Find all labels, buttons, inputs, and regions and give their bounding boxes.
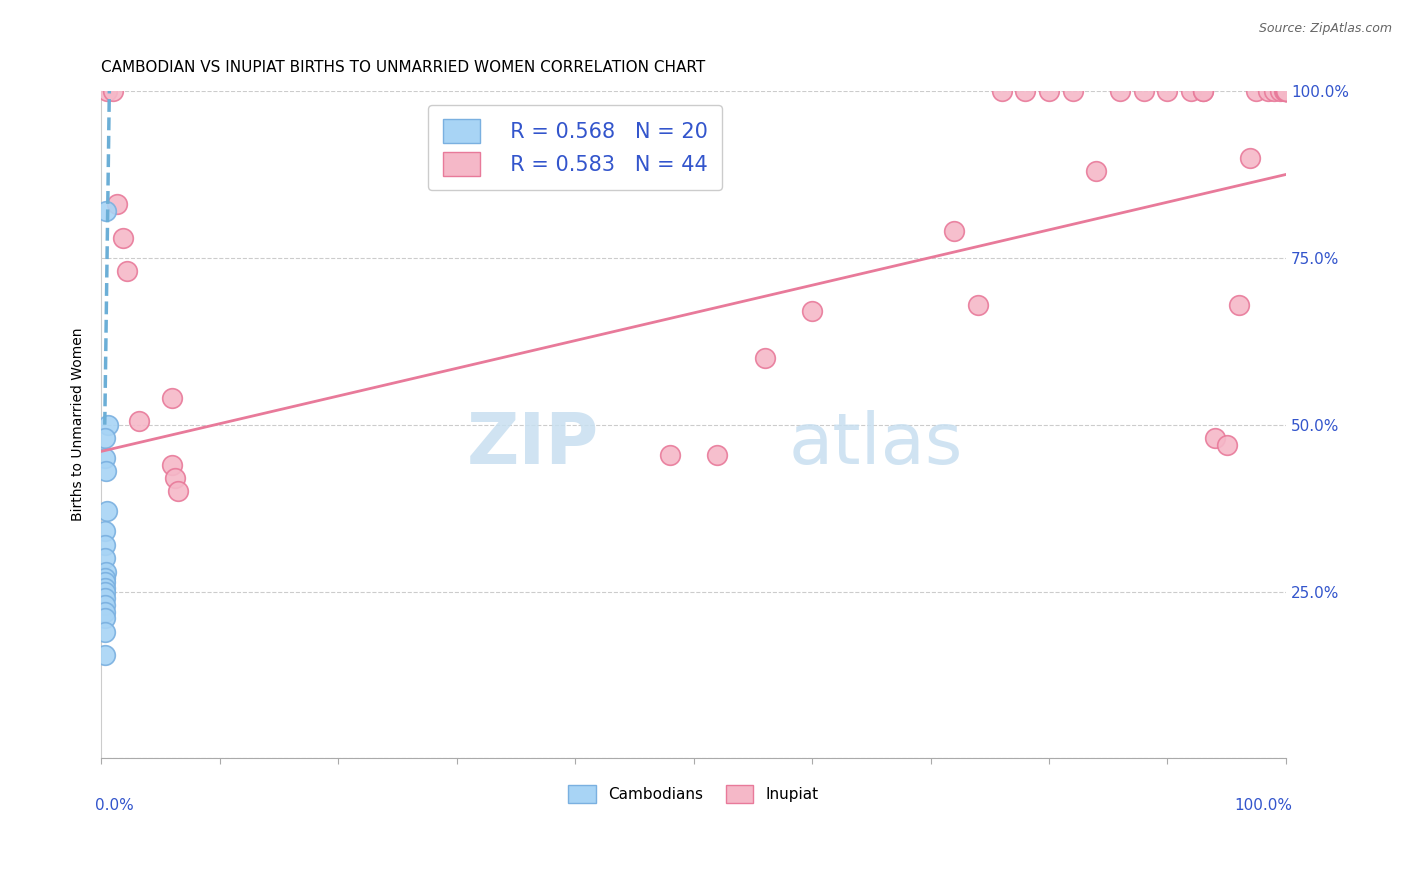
Point: [1109, 84, 1132, 98]
Point: [706, 448, 728, 462]
Point: [94, 591, 117, 606]
Point: [167, 484, 190, 499]
Point: [801, 304, 824, 318]
Text: 0.0%: 0.0%: [96, 798, 134, 814]
Point: [96, 504, 118, 518]
Point: [96, 84, 118, 98]
Point: [1268, 84, 1291, 98]
Point: [94, 431, 117, 445]
Point: [1062, 84, 1084, 98]
Point: [1275, 84, 1298, 98]
Point: [1192, 84, 1215, 98]
Point: [94, 204, 117, 219]
Point: [1204, 431, 1226, 445]
Point: [1215, 438, 1237, 452]
Point: [1275, 84, 1298, 98]
Point: [94, 551, 117, 566]
Point: [94, 571, 117, 585]
Point: [1272, 84, 1295, 98]
Point: [111, 231, 134, 245]
Point: [94, 565, 117, 579]
Point: [94, 648, 117, 662]
Y-axis label: Births to Unmarried Women: Births to Unmarried Women: [72, 328, 86, 522]
Point: [967, 297, 990, 311]
Text: 100.0%: 100.0%: [1234, 798, 1292, 814]
Point: [1227, 297, 1250, 311]
Point: [1038, 84, 1060, 98]
Point: [1133, 84, 1156, 98]
Point: [94, 624, 117, 639]
Legend: Cambodians, Inupiat: Cambodians, Inupiat: [561, 778, 827, 811]
Point: [94, 598, 117, 612]
Point: [754, 351, 776, 365]
Point: [101, 84, 124, 98]
Point: [1246, 84, 1268, 98]
Point: [1014, 84, 1036, 98]
Point: [162, 391, 184, 405]
Point: [1275, 84, 1298, 98]
Text: ZIP: ZIP: [467, 410, 599, 479]
Point: [1275, 84, 1298, 98]
Point: [658, 448, 681, 462]
Point: [1275, 84, 1298, 98]
Point: [94, 538, 117, 552]
Text: atlas: atlas: [789, 410, 963, 479]
Point: [94, 574, 117, 589]
Point: [94, 464, 117, 478]
Text: Source: ZipAtlas.com: Source: ZipAtlas.com: [1258, 22, 1392, 36]
Point: [94, 584, 117, 599]
Point: [162, 458, 184, 472]
Point: [1192, 84, 1215, 98]
Point: [128, 414, 150, 428]
Point: [1263, 84, 1285, 98]
Point: [1239, 151, 1261, 165]
Point: [1156, 84, 1178, 98]
Point: [94, 524, 117, 539]
Point: [1085, 164, 1108, 178]
Point: [94, 451, 117, 466]
Point: [1274, 84, 1296, 98]
Point: [1180, 84, 1202, 98]
Point: [94, 611, 117, 625]
Point: [943, 224, 966, 238]
Point: [97, 417, 120, 432]
Point: [1275, 84, 1298, 98]
Point: [1257, 84, 1279, 98]
Text: CAMBODIAN VS INUPIAT BIRTHS TO UNMARRIED WOMEN CORRELATION CHART: CAMBODIAN VS INUPIAT BIRTHS TO UNMARRIED…: [101, 60, 706, 75]
Point: [105, 197, 128, 211]
Point: [94, 605, 117, 619]
Point: [117, 264, 139, 278]
Point: [94, 581, 117, 595]
Point: [1275, 84, 1298, 98]
Point: [163, 471, 186, 485]
Point: [990, 84, 1012, 98]
